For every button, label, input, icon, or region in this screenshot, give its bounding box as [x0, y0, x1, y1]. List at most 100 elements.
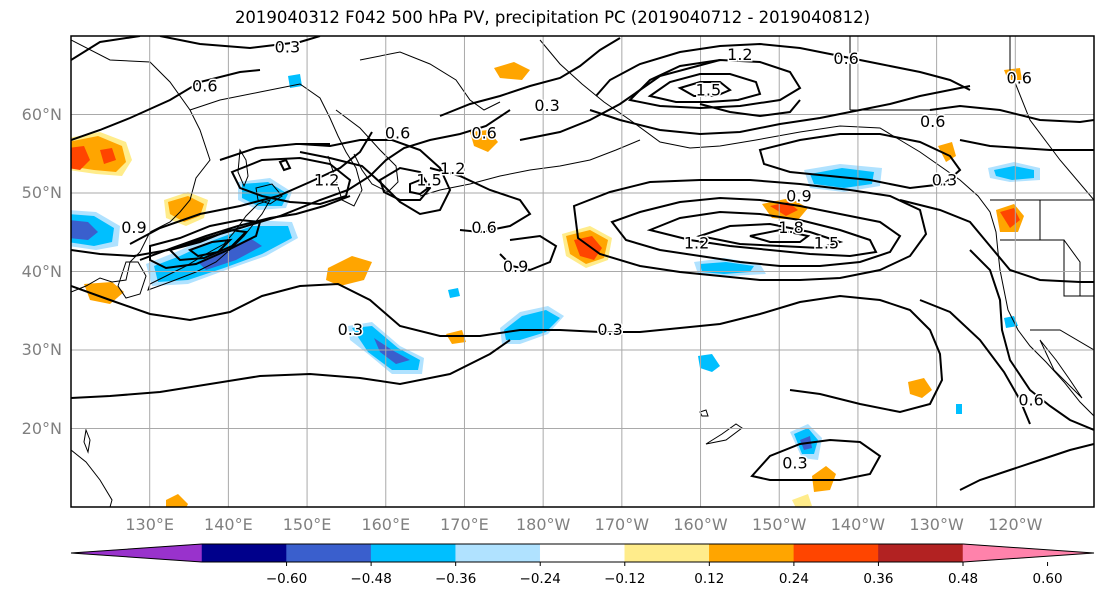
- colorbar-tick-label: 0.36: [863, 571, 894, 587]
- contour-label: 0.3: [275, 37, 300, 56]
- map-frame: [70, 35, 1095, 508]
- contour-label: 1.8: [778, 218, 803, 237]
- pv-contour: [595, 42, 971, 97]
- precip-positive-area: [494, 62, 530, 80]
- pv-contour: [439, 37, 621, 117]
- coastline-philippines: [71, 449, 113, 507]
- longitude-label: 170°W: [594, 515, 650, 534]
- precip-negative-area: [374, 338, 410, 364]
- contour-label: 0.6: [1007, 69, 1032, 88]
- coastline-taiwan: [83, 428, 91, 454]
- pv-contour: [499, 234, 558, 272]
- precip-positive-area: [1004, 68, 1022, 80]
- pv-contour: [71, 69, 261, 141]
- pv-contour: [187, 238, 233, 258]
- colorbar-segment: [539, 543, 626, 563]
- contour-label: 1.2: [684, 234, 709, 253]
- colorbar-segment: [793, 543, 879, 563]
- contour-label: 1.2: [727, 45, 752, 64]
- latitude-label: 60°N: [21, 104, 62, 124]
- colorbar: [70, 543, 1095, 566]
- precip-positive-area: [908, 378, 932, 398]
- pv-contour: [299, 139, 452, 216]
- precip-positive-area: [100, 148, 116, 164]
- longitude-label: 160°W: [673, 515, 728, 534]
- contour-label: 1.2: [314, 171, 339, 190]
- precip-negative-area: [698, 354, 720, 372]
- precip-negative-area: [504, 310, 560, 340]
- pv-contour: [610, 196, 902, 267]
- pv-contour: [929, 104, 1094, 124]
- coastlines: [71, 39, 1094, 507]
- contour-label: 0.6: [833, 49, 858, 68]
- precip-negative-area: [71, 220, 98, 240]
- contour-label: 0.6: [192, 77, 217, 96]
- pv-contour: [572, 179, 928, 281]
- coastline-hawaii: [705, 423, 743, 445]
- coastline-alaska: [539, 39, 1094, 417]
- contour-labels: 0.30.60.30.60.61.2 1.51.20.91.2 0.61.50.60…: [120, 36, 1046, 474]
- contour-label: 0.6: [920, 112, 945, 131]
- colorbar-segment: [70, 543, 203, 563]
- pv-contour: [677, 81, 732, 97]
- graticule: [71, 36, 1094, 507]
- pv-contour: [589, 85, 971, 136]
- colorbar-tick-label: −0.12: [604, 571, 646, 587]
- coastline-korea: [117, 261, 147, 299]
- coastline-kamchatka: [335, 109, 399, 193]
- contour-label: 0.3: [782, 453, 807, 472]
- contour-label: 1.5: [696, 80, 721, 99]
- precip-negative-area: [994, 166, 1034, 180]
- pv-contours: [71, 36, 1094, 491]
- colorbar-tick-label: −0.24: [519, 571, 561, 587]
- longitude-label: 170°E: [440, 515, 489, 534]
- coastline-sakhalin: [237, 148, 249, 188]
- contour-label: 0.3: [338, 320, 363, 339]
- coastline-chukotka: [359, 51, 501, 111]
- pv-contour: [219, 143, 330, 161]
- precip-positive-area: [574, 236, 602, 260]
- pv-contour: [749, 228, 811, 243]
- longitude-label: 150°W: [752, 515, 807, 534]
- pv-contour: [627, 58, 802, 110]
- precip-positive-area: [84, 282, 124, 304]
- pv-contour: [230, 156, 352, 206]
- precip-positive-area: [792, 494, 812, 507]
- coastline-hawaii: [699, 409, 709, 417]
- contour-label: 1.5: [416, 171, 441, 190]
- pv-contour: [699, 99, 801, 118]
- longitude-label: 130°E: [125, 515, 175, 534]
- longitude-label: 140°W: [830, 515, 886, 534]
- longitude-label: 150°E: [282, 515, 332, 534]
- colorbar-tick-label: −0.60: [265, 571, 308, 587]
- border-us-states: [1063, 239, 1081, 296]
- colorbar-outline: [70, 543, 1095, 563]
- colorbar-tick-label: 0.24: [778, 571, 809, 587]
- pv-contour: [71, 282, 944, 414]
- border-us-states: [1000, 239, 1094, 297]
- contour-label: 0.9: [786, 186, 811, 205]
- colorbar-segment: [709, 543, 795, 563]
- contour-label: 0.3: [534, 96, 559, 115]
- pv-contour: [696, 222, 844, 250]
- pv-contour: [959, 139, 1094, 151]
- colorbar-tick-label: −0.48: [350, 571, 392, 587]
- latitude-label: 30°N: [21, 340, 62, 359]
- pv-contour: [278, 158, 292, 172]
- pv-contour: [71, 36, 141, 61]
- colorbar-tick-label: 0.48: [947, 571, 979, 587]
- pv-contour: [919, 299, 1031, 425]
- pv-contour: [71, 339, 511, 399]
- longitude-label: 160°E: [361, 515, 411, 534]
- map-title: 2019040312 F042 500 hPa PV, precipitatio…: [234, 8, 871, 27]
- pv-contour: [168, 228, 249, 262]
- contour-label: 1.2: [440, 159, 465, 178]
- colorbar-segment: [370, 543, 456, 563]
- precip-negative-area: [1004, 316, 1018, 328]
- contour-label: 0.6: [1018, 391, 1043, 410]
- longitude-label: 140°E: [204, 515, 253, 534]
- colorbar-segment: [201, 543, 287, 563]
- colorbar-tick-label: 0.12: [694, 571, 725, 587]
- longitude-label: 130°W: [909, 515, 964, 534]
